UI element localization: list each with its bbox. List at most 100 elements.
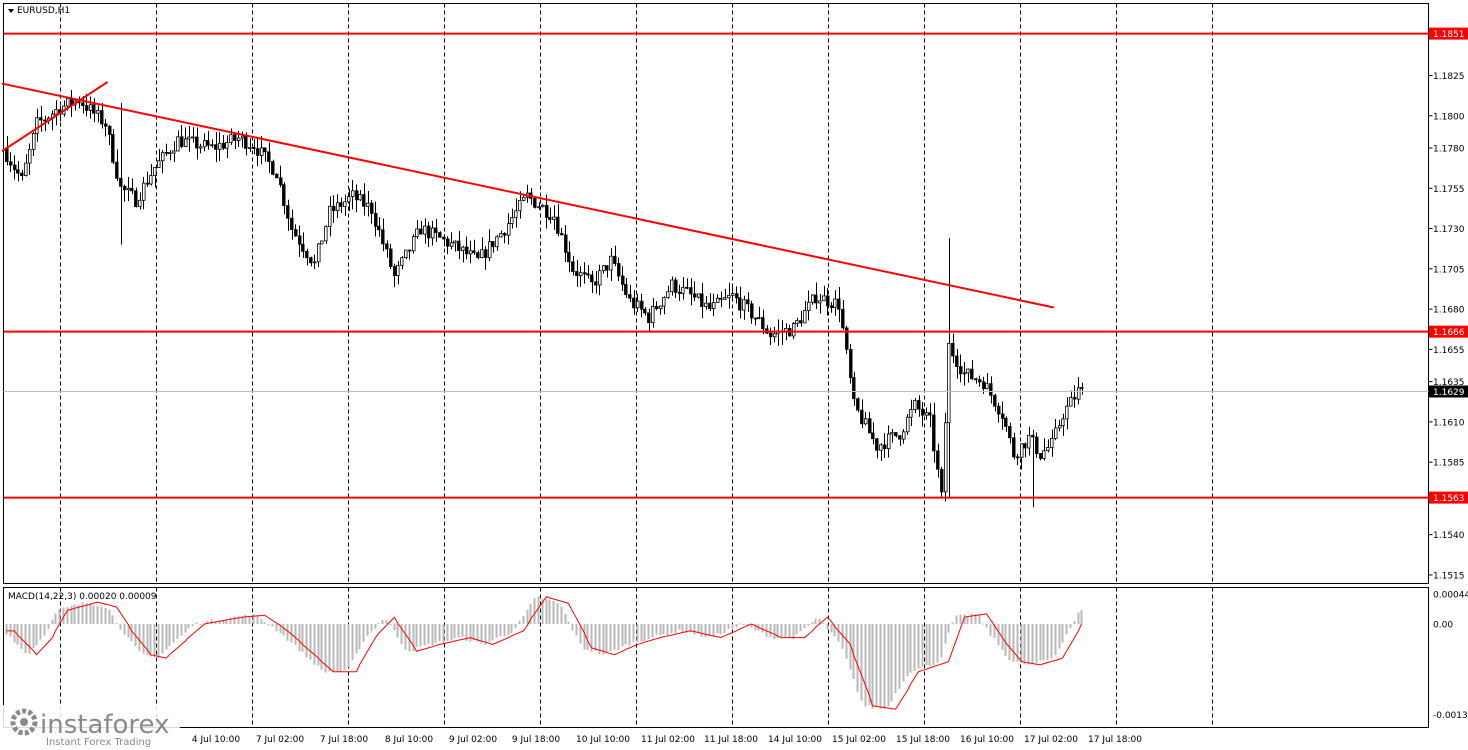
macd-histogram-bar — [267, 624, 270, 626]
candle-body-bearish — [940, 468, 944, 493]
candle-body-bearish — [195, 136, 199, 149]
macd-histogram-bar — [434, 624, 437, 643]
candle-body-bearish — [837, 298, 841, 310]
macd-histogram-bar — [431, 624, 434, 646]
candle-body-bearish — [491, 241, 495, 248]
trend-lines[interactable] — [1, 81, 1055, 309]
macd-histogram-bar — [928, 624, 931, 666]
macd-histogram-bar — [218, 621, 221, 624]
candle-body-bullish — [731, 293, 735, 296]
macd-histogram-bar — [252, 614, 255, 624]
macd-histogram-bar — [613, 624, 616, 650]
macd-histogram-bar — [784, 624, 787, 637]
macd-histogram-bar — [537, 596, 540, 624]
macd-histogram-bar — [184, 624, 187, 633]
candle-body-bullish — [712, 302, 716, 309]
candle-body-bullish — [453, 240, 457, 244]
macd-histogram-bar — [735, 624, 738, 627]
candle-body-bullish — [1077, 387, 1081, 400]
macd-histogram-bar — [989, 624, 992, 636]
candle-body-bearish — [279, 177, 283, 186]
trend-line[interactable] — [1, 81, 109, 153]
macd-histogram-bar — [393, 624, 396, 631]
horizontal-levels[interactable]: 1.1851 1.1666 1.1563 — [3, 27, 1468, 505]
candle-body-bearish — [92, 104, 96, 114]
macd-histogram-bar — [54, 613, 57, 624]
macd-histogram-bar — [659, 624, 662, 636]
macd-histogram-bar — [191, 624, 194, 627]
macd-histogram-bar — [149, 624, 152, 657]
macd-histogram-bar — [556, 602, 559, 624]
candle-body-bearish — [1016, 456, 1020, 459]
macd-histogram-bar — [925, 624, 928, 665]
candle-body-bullish — [495, 236, 499, 248]
candle-body-bullish — [963, 372, 967, 375]
candle-body-bullish — [396, 264, 400, 276]
candle-body-bullish — [757, 317, 761, 319]
macd-histogram-bar — [647, 624, 650, 640]
candle-body-bullish — [415, 228, 419, 237]
macd-histogram-bar — [1065, 624, 1068, 635]
macd-histogram-bar — [678, 624, 681, 630]
symbol-header: EURUSD,H1 — [8, 6, 70, 16]
candle-body-bearish — [282, 184, 286, 207]
candle-body-bearish — [936, 450, 940, 470]
dropdown-triangle-icon[interactable] — [8, 9, 14, 13]
candle-body-bullish — [317, 243, 321, 263]
macd-histogram-bar — [351, 624, 354, 660]
candle-body-bearish — [997, 405, 1001, 415]
macd-histogram-bar — [529, 603, 532, 624]
candle-body-bearish — [5, 147, 9, 163]
candle-body-bearish — [678, 292, 682, 294]
candle-body-bearish — [560, 232, 564, 236]
macd-histogram-bar — [43, 624, 46, 636]
macd-histogram-bar — [480, 624, 483, 644]
candle-body-bearish — [693, 293, 697, 298]
macd-histogram-bar — [564, 613, 567, 624]
price-tick-label: 1.1680 — [1433, 306, 1465, 316]
macd-histogram-bar — [13, 624, 16, 643]
candle-body-bearish — [685, 286, 689, 289]
candle-body-bullish — [32, 133, 36, 150]
candle-body-bullish — [697, 293, 701, 298]
candle-body-bullish — [480, 249, 484, 258]
candle-body-bullish — [716, 297, 720, 303]
macd-histogram-bar — [514, 624, 517, 629]
candle-body-bearish — [294, 229, 298, 237]
candle-body-bearish — [13, 164, 17, 171]
macd-histogram-bar — [636, 624, 639, 642]
candle-body-bullish — [552, 216, 556, 220]
macd-histogram-bar — [966, 616, 969, 624]
candle-body-bullish — [818, 300, 822, 304]
macd-histogram-bar — [1020, 624, 1023, 662]
macd-histogram-bar — [96, 605, 99, 624]
candle-body-bullish — [985, 383, 989, 390]
level-price-tag — [1429, 27, 1468, 40]
candle-body-bearish — [750, 303, 754, 319]
candle-body-bearish — [928, 412, 932, 416]
macd-histogram-bar — [130, 624, 133, 642]
macd-histogram-bar — [366, 624, 369, 636]
candle-body-bullish — [157, 160, 161, 168]
macd-histogram-bar — [400, 624, 403, 645]
macd-histogram-bar — [1008, 624, 1011, 661]
time-tick-label: 11 Jul 02:00 — [641, 735, 695, 745]
candle-body-bearish — [104, 123, 108, 127]
candle-body-bearish — [617, 263, 621, 277]
candle-body-bullish — [879, 444, 883, 451]
macd-histogram-bar — [248, 617, 251, 624]
candle-body-bearish — [305, 250, 309, 259]
macd-histogram-bar — [457, 624, 460, 638]
candle-body-bearish — [769, 332, 773, 338]
candle-body-bullish — [1058, 425, 1062, 429]
macd-histogram-bar — [168, 624, 171, 647]
candle-body-bearish — [628, 294, 632, 299]
candle-body-bullish — [537, 206, 541, 209]
candle-body-bearish — [123, 185, 127, 191]
candle-body-bearish — [754, 317, 758, 320]
macd-histogram-bar — [602, 624, 605, 655]
macd-histogram-bar — [803, 624, 806, 629]
trend-line[interactable] — [1, 82, 1055, 309]
time-tick-label: 17 Jul 02:00 — [1024, 735, 1078, 745]
